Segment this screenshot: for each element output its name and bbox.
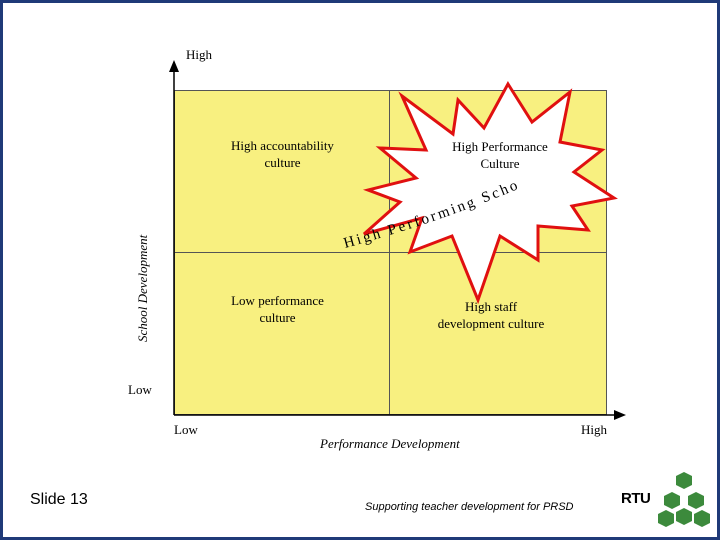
rtu-logo-text: RTU [620,490,652,507]
label-bottom-left-line2: culture [259,310,296,325]
rtu-logo-hexagons [658,472,710,527]
quadrant-bottom-right [389,252,607,415]
label-bottom-left-line1: Low performance [231,293,324,308]
y-axis-title: School Development [135,234,150,342]
label-top-right-line2: Culture [480,156,520,171]
y-axis-arrowhead [169,60,179,72]
label-top-left: High accountability culture [200,137,365,171]
x-axis-low-label: Low [174,422,198,437]
label-bottom-right: High staff development culture [411,298,571,332]
footer-subtitle: Supporting teacher development for PRSD [365,501,574,513]
label-bottom-left: Low performance culture [195,292,360,326]
x-axis-title: Performance Development [320,436,460,451]
label-top-left-line1: High accountability [231,138,334,153]
starburst-polygon [362,81,618,305]
quadrant-bottom-left [174,252,390,415]
rtu-logo: RTU [618,470,716,530]
label-top-right: High Performance Culture [420,138,580,172]
label-top-right-line1: High Performance [452,139,548,154]
quadrant-top-left [174,90,390,253]
y-axis-low-label: Low [128,382,152,397]
x-axis-arrowhead [614,410,626,420]
label-bottom-right-line2: development culture [437,316,545,331]
label-top-left-line2: culture [264,155,301,170]
y-axis-high-label: High [186,47,212,62]
slide-number: Slide 13 [30,491,88,508]
x-axis-high-label: High [581,422,607,437]
label-bottom-right-line1: High staff [464,299,518,314]
